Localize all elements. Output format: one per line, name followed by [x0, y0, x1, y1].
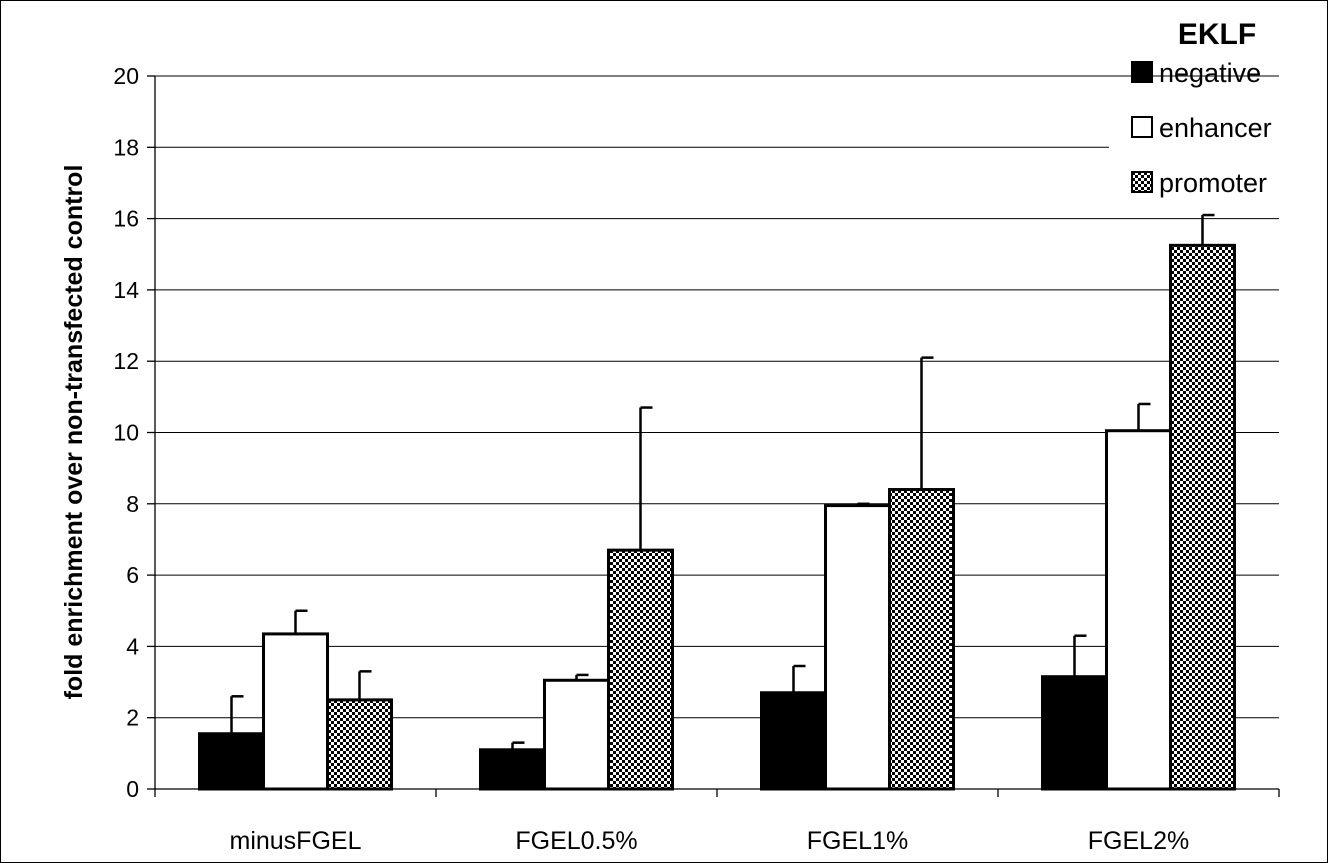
- y-tick-label: 20: [113, 63, 139, 89]
- x-category-label: FGEL2%: [1088, 827, 1189, 855]
- bar-enhancer: [824, 504, 891, 791]
- y-tick-label: 16: [113, 206, 139, 232]
- bars: [198, 243, 1236, 791]
- y-tick-label: 4: [126, 633, 139, 659]
- bar-negative: [198, 732, 265, 791]
- bar-promoter: [888, 488, 955, 791]
- bar-promoter: [326, 698, 393, 791]
- axes: [147, 75, 1280, 797]
- legend-title: EKLF: [1178, 18, 1256, 51]
- x-tick-labels: minusFGEL FGEL0.5% FGEL1% FGEL2%: [230, 827, 1190, 855]
- bar-promoter: [607, 548, 674, 791]
- error-bars: [230, 213, 1215, 750]
- x-category-label: minusFGEL: [230, 827, 362, 855]
- bar-enhancer: [262, 632, 329, 791]
- y-tick-label: 14: [113, 277, 139, 303]
- y-tick-labels: 0 2 4 6 8 10 12 14 16 18 20: [113, 63, 139, 802]
- bar-negative: [479, 748, 546, 791]
- y-axis-label: fold enrichment over non-transfected con…: [60, 165, 88, 700]
- y-tick-label: 2: [126, 705, 139, 731]
- y-tick-label: 6: [126, 562, 139, 588]
- bar-enhancer: [543, 678, 610, 791]
- legend: EKLF negative enhancer promoter: [1131, 18, 1272, 198]
- bar-enhancer: [1105, 429, 1172, 791]
- legend-swatch-negative: [1131, 61, 1153, 83]
- y-tick-label: 0: [126, 776, 139, 802]
- legend-swatch-promoter: [1131, 171, 1153, 193]
- legend-label-negative: negative: [1159, 58, 1261, 88]
- bar-negative: [1041, 675, 1108, 791]
- legend-label-promoter: promoter: [1159, 168, 1267, 198]
- bar-negative: [760, 691, 827, 791]
- x-category-label: FGEL0.5%: [515, 827, 637, 855]
- gridlines: [155, 75, 1279, 719]
- legend-swatch-enhancer: [1131, 116, 1153, 138]
- legend-label-enhancer: enhancer: [1159, 113, 1272, 143]
- y-tick-label: 12: [113, 348, 139, 374]
- y-tick-label: 8: [126, 491, 139, 517]
- x-category-label: FGEL1%: [807, 827, 908, 855]
- bar-promoter: [1169, 243, 1236, 791]
- y-tick-label: 10: [113, 420, 139, 446]
- y-tick-label: 18: [113, 134, 139, 160]
